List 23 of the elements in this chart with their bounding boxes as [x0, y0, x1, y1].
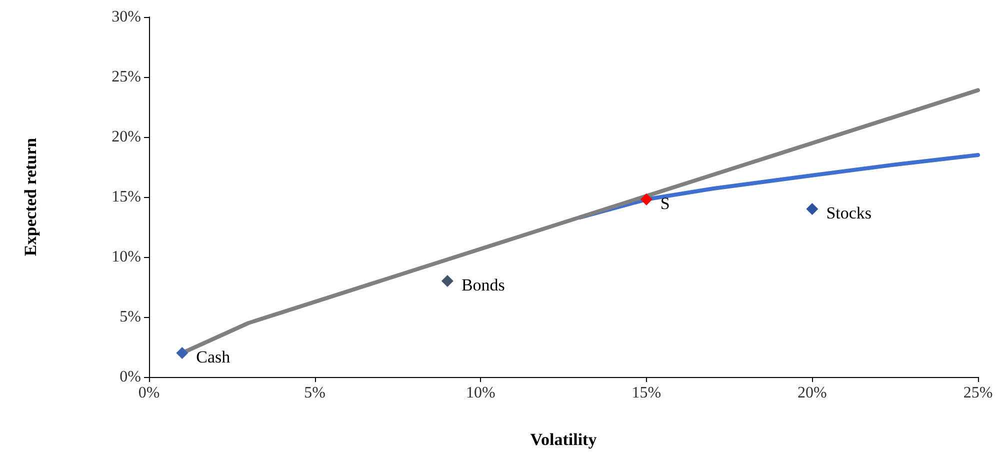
- x-tick-label: 0%: [138, 384, 160, 402]
- x-tick-label: 25%: [963, 384, 993, 402]
- y-tick-label: 10%: [112, 248, 141, 266]
- point: [640, 193, 652, 206]
- y-tick-label: 30%: [112, 8, 141, 26]
- x-tick-label: 10%: [466, 384, 496, 402]
- series-label: Cash: [196, 348, 231, 366]
- x-axis-title: Volatility: [530, 430, 598, 449]
- point: [806, 203, 818, 215]
- x-tick-label: 15%: [632, 384, 662, 402]
- series-label: Bonds: [461, 276, 505, 294]
- y-tick-label: 0%: [120, 368, 141, 386]
- y-tick-label: 25%: [112, 68, 141, 86]
- y-tick-label: 5%: [120, 308, 141, 326]
- point: [441, 275, 454, 287]
- y-tick-label: 15%: [112, 188, 141, 206]
- x-tick-label: 20%: [798, 384, 827, 402]
- y-tick-label: 20%: [112, 128, 141, 146]
- series-label: Stocks: [826, 204, 872, 222]
- series-label: S: [660, 194, 670, 213]
- x-tick-label: 5%: [304, 384, 326, 402]
- y-axis-title: Expected return: [21, 137, 40, 256]
- point: [176, 347, 188, 359]
